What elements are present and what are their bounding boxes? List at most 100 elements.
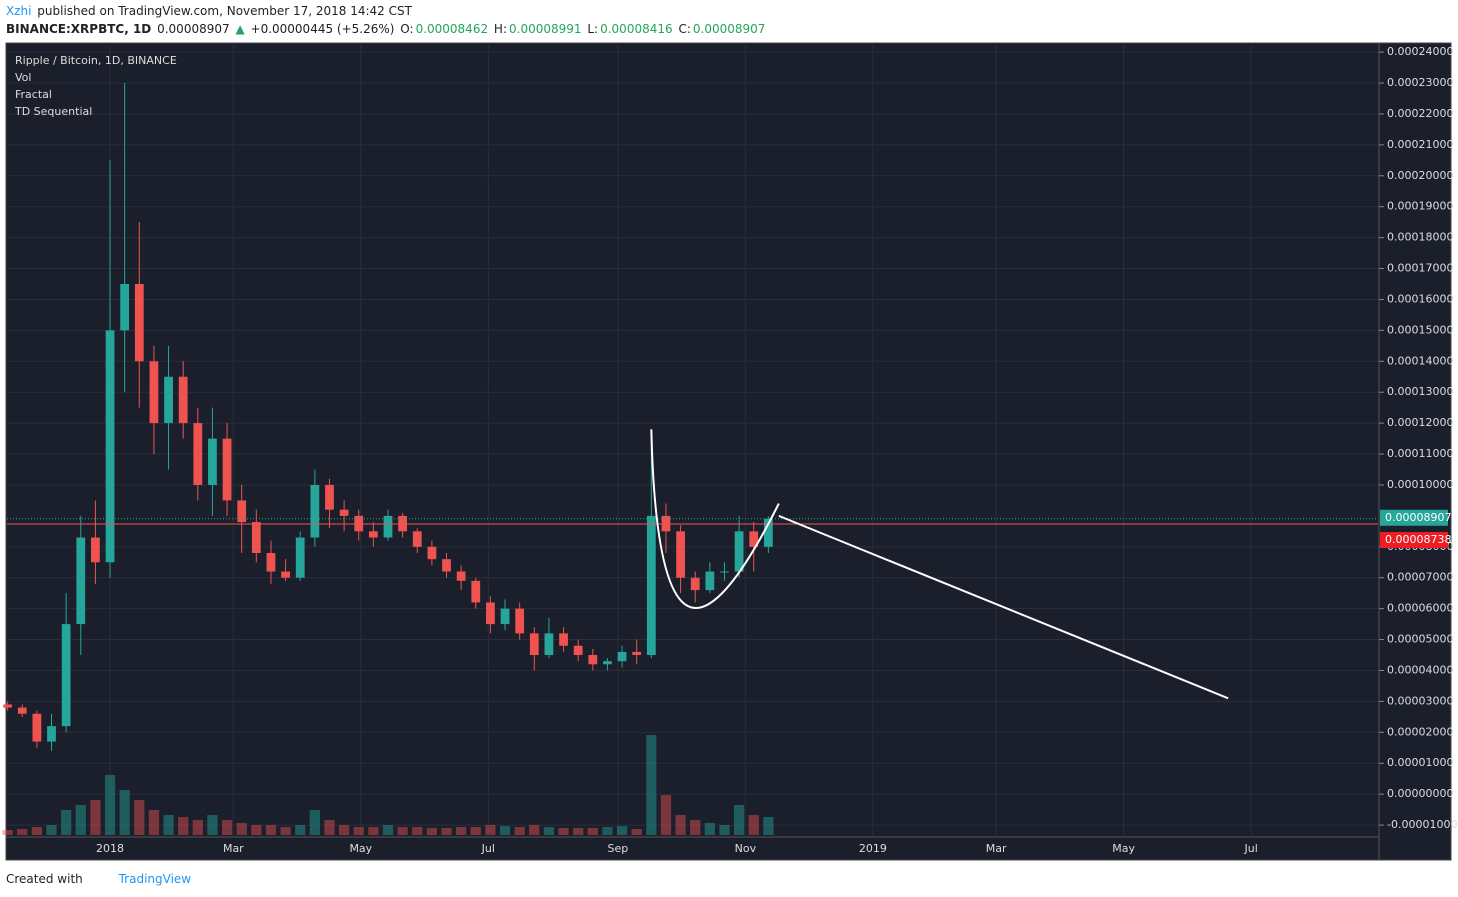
prev-price-label: 0.00008738 [1385, 533, 1451, 546]
volume-bar [338, 825, 350, 835]
volume-bar [573, 828, 584, 835]
y-tick-label: 0.00024000 [1387, 45, 1453, 58]
legend-entry: Vol [15, 71, 31, 84]
publish-line: Xzhi published on TradingView.com, Novem… [6, 4, 414, 18]
candle-body [442, 559, 451, 572]
volume-bar [61, 810, 72, 835]
x-tick-label: Nov [735, 842, 757, 855]
volume-bar [660, 795, 672, 835]
volume-bar [382, 825, 394, 835]
volume-bar [441, 828, 452, 835]
volume-bar [134, 800, 145, 835]
candle-body [339, 509, 349, 516]
volume-bar [119, 790, 130, 835]
candle-body [61, 624, 71, 727]
arrow: ▲ [235, 22, 245, 36]
candle-body [3, 704, 13, 708]
volume-bar [470, 827, 481, 835]
volume-bar [602, 827, 613, 835]
candle-body [603, 661, 612, 665]
volume-bar [46, 825, 57, 835]
candle-body [749, 531, 759, 547]
volume-bar [558, 828, 569, 835]
y-tick-label: 0.00011000 [1387, 447, 1453, 460]
y-tick-label: 0.00002000 [1387, 725, 1453, 738]
x-tick-label: May [349, 842, 372, 855]
candle-body [690, 577, 700, 591]
y-tick-label: 0.00021000 [1387, 138, 1453, 151]
l: 0.00008416 [600, 22, 673, 36]
candle-body [661, 515, 671, 532]
x-tick-label: Jul [481, 842, 495, 855]
candle-body [91, 537, 100, 563]
volume-bar [75, 805, 86, 835]
last: 0.00008907 [157, 22, 230, 36]
candle-body [456, 571, 466, 581]
volume-bar [690, 820, 701, 835]
candle-body [237, 500, 247, 523]
y-tick-label: 0.00022000 [1387, 107, 1453, 120]
brand[interactable]: TradingView [118, 872, 192, 886]
candle-body [486, 602, 495, 625]
volume-bar [397, 827, 408, 835]
candle-body [500, 608, 510, 625]
volume-bar [148, 810, 160, 835]
candle-body [398, 515, 408, 532]
volume-bar [456, 827, 467, 835]
candle-body [720, 571, 729, 573]
x-tick-label: 2019 [859, 842, 887, 855]
candle-body [105, 330, 115, 563]
volume-bar [221, 820, 233, 835]
last-price-label: 0.00008907 [1385, 511, 1451, 524]
candle-body [676, 531, 685, 578]
volume-bar [748, 815, 759, 835]
volume-bar [90, 800, 101, 835]
candle-body [193, 423, 203, 485]
volume-bar [368, 827, 379, 835]
candle-body [559, 633, 568, 646]
volume-bar [309, 810, 320, 835]
volume-bar [236, 823, 247, 835]
symbol: BINANCE:XRPBTC, 1D [6, 22, 152, 36]
candle-body [17, 707, 27, 714]
y-tick-label: 0.00005000 [1387, 633, 1453, 646]
volume-bar [251, 825, 262, 835]
change: +0.00000445 (+5.26%) [250, 22, 395, 36]
created: Created with [6, 872, 83, 886]
candle-body [368, 531, 378, 538]
volume-bar [485, 825, 496, 835]
candle-body [164, 376, 173, 424]
candle-body [573, 645, 583, 656]
candle-body [47, 726, 56, 742]
volume-bar [646, 735, 657, 835]
volume-bar [163, 815, 174, 835]
volume-bar [178, 817, 189, 835]
candle-body [588, 655, 598, 665]
footer: Created with TradingView [6, 872, 193, 886]
volume-bar [295, 825, 306, 835]
x-tick-label: Sep [608, 842, 629, 855]
volume-bar [675, 815, 686, 835]
volume-bar [2, 830, 13, 835]
y-tick-label: 0.00012000 [1387, 416, 1453, 429]
y-tick-label: 0.00001000 [1387, 756, 1453, 769]
candle-body [208, 438, 217, 485]
candle-body [763, 518, 773, 547]
y-tick-label: 0.00015000 [1387, 323, 1453, 336]
y-tick-label: 0.00000000 [1387, 787, 1453, 800]
volume-bar [104, 775, 116, 835]
prev-price-tag [1380, 531, 1448, 548]
candle-body [251, 522, 261, 553]
candle-body [383, 515, 393, 538]
volume-bar [265, 825, 277, 835]
y-tick-label: 0.00017000 [1387, 262, 1453, 275]
x-tick-label: 2018 [96, 842, 124, 855]
candle-body [734, 531, 744, 572]
published: published on TradingView.com, November 1… [37, 4, 412, 18]
volume-bar [353, 827, 364, 835]
legend-entry: Fractal [15, 88, 52, 101]
drawing [778, 514, 1229, 700]
o: 0.00008462 [415, 22, 489, 36]
author[interactable]: Xzhi [6, 4, 32, 18]
y-tick-label: 0.00003000 [1387, 694, 1453, 707]
